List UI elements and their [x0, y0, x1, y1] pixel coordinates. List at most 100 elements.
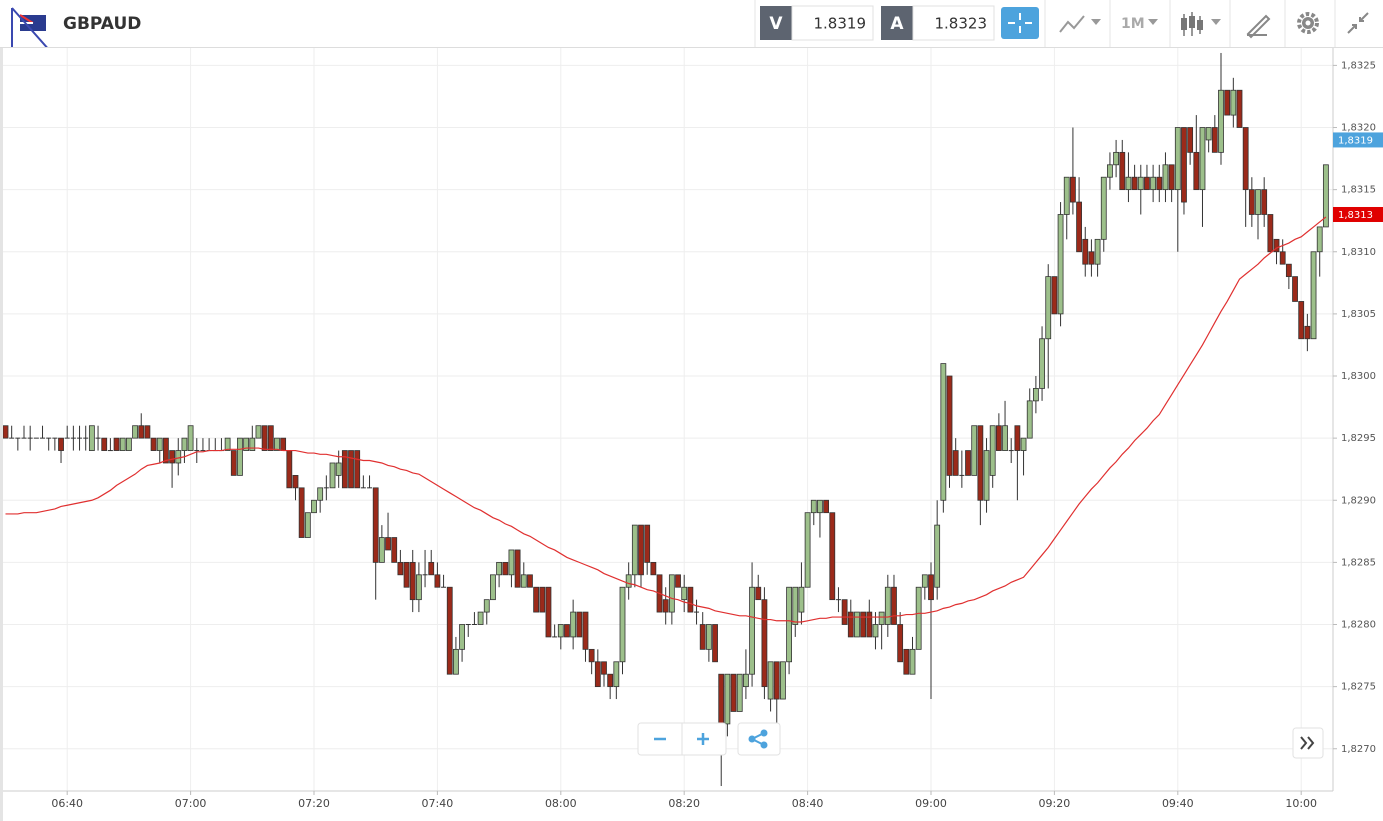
chart-type-button[interactable] [1181, 12, 1221, 36]
candle-body [1156, 176, 1163, 191]
candle-body [576, 611, 583, 638]
candle-body [668, 574, 675, 613]
zoom-in-button[interactable] [697, 733, 709, 745]
caret [1148, 19, 1158, 25]
candle-body [631, 524, 638, 576]
flag-icon [19, 14, 34, 24]
candle-body [644, 524, 651, 563]
candle-body [588, 648, 595, 663]
pencil-icon [1246, 14, 1271, 39]
share-icon [748, 735, 756, 743]
candle-body [317, 487, 324, 501]
candle-body [582, 611, 589, 650]
indicators-button[interactable] [1059, 15, 1101, 33]
gear-icon [1305, 20, 1311, 26]
candle-body [267, 425, 274, 451]
candle-body [2, 425, 9, 439]
candle-body [372, 487, 379, 563]
candle-body [915, 586, 922, 650]
ask-value-box [912, 5, 995, 41]
candle-body [1131, 176, 1138, 191]
candle-body [1181, 127, 1187, 203]
timeframe-button[interactable]: 1M [1121, 16, 1158, 32]
candle-body [1100, 176, 1107, 240]
crosshair-button[interactable] [1001, 7, 1039, 39]
x-tick-label: 10:00 [1285, 797, 1317, 810]
candle-body [126, 437, 132, 451]
overlay-triangle [11, 7, 48, 47]
candle-body [508, 549, 515, 576]
bid-button[interactable]: V 1.8319 [760, 5, 874, 41]
candle-body [989, 425, 996, 476]
candle-body [1063, 176, 1070, 215]
candle-body [934, 524, 941, 588]
y-tick-label: 1,8280 [1341, 620, 1376, 631]
candle-body [150, 437, 157, 451]
plot [2, 52, 1329, 787]
ask-button[interactable]: A 1.8323 [881, 5, 995, 41]
candle-body [712, 624, 718, 663]
share-button[interactable] [737, 722, 781, 756]
candle-body [1255, 189, 1261, 215]
candle-body [477, 611, 484, 625]
candle-body [897, 624, 904, 663]
candle-body [965, 450, 971, 476]
candle-body [854, 611, 860, 638]
candle-body [810, 499, 817, 514]
candle-body [773, 661, 780, 700]
candle-body [743, 673, 749, 688]
candle-body [385, 537, 391, 551]
candle-body [1248, 189, 1255, 215]
candle-body [1125, 176, 1132, 191]
candle-body [169, 450, 175, 464]
candle-body [1230, 89, 1237, 116]
scroll-box [1292, 727, 1324, 759]
candle-body [514, 549, 521, 588]
candle-body [243, 437, 250, 451]
candle-body [860, 611, 867, 638]
candle-body [1088, 251, 1095, 265]
y-tick-label: 1,8325 [1341, 60, 1376, 71]
candle-body [113, 437, 120, 451]
candle-body [391, 537, 398, 563]
candle-body [409, 561, 416, 601]
candle-body [792, 586, 799, 625]
candle-body [1051, 276, 1058, 315]
settings-button[interactable] [1297, 12, 1319, 34]
y-tick-label: 1,8310 [1341, 247, 1376, 258]
collapse-button[interactable] [1347, 12, 1369, 34]
candle-body [755, 586, 762, 601]
candle-body [705, 624, 712, 650]
candle-body [1137, 176, 1144, 191]
candle-body [132, 425, 138, 439]
candle-body [341, 450, 348, 489]
candle-body [1236, 89, 1243, 128]
candle-body [329, 462, 336, 489]
candle-body [459, 624, 465, 650]
candle-body [1107, 164, 1113, 178]
candle-body [829, 512, 836, 601]
caret [1091, 19, 1101, 25]
candle-body [971, 425, 978, 476]
candle-body [804, 512, 811, 588]
candle-body [144, 425, 151, 439]
candle-body [58, 437, 64, 451]
bid-label: V [769, 14, 783, 34]
crosshair-icon [1008, 13, 1032, 33]
y-tick-label: 1,8295 [1341, 433, 1376, 444]
candle-body [187, 425, 194, 451]
candle-body [224, 437, 231, 451]
candle-body [1224, 89, 1231, 116]
candle-body [1032, 388, 1039, 402]
candle-body [891, 586, 897, 625]
candle-body [1082, 238, 1089, 265]
candle-body [681, 586, 688, 601]
candle-body [1187, 127, 1194, 153]
candle-body [539, 586, 546, 613]
scroll-end-button[interactable] [1292, 727, 1324, 759]
x-tick-label: 06:40 [51, 797, 83, 810]
toolbar: GBPAUD V 1.8319 A 1.8323 1M [0, 0, 1383, 48]
draw-button[interactable] [1246, 14, 1271, 39]
candle-body [872, 624, 879, 638]
candle-body [1310, 251, 1317, 340]
